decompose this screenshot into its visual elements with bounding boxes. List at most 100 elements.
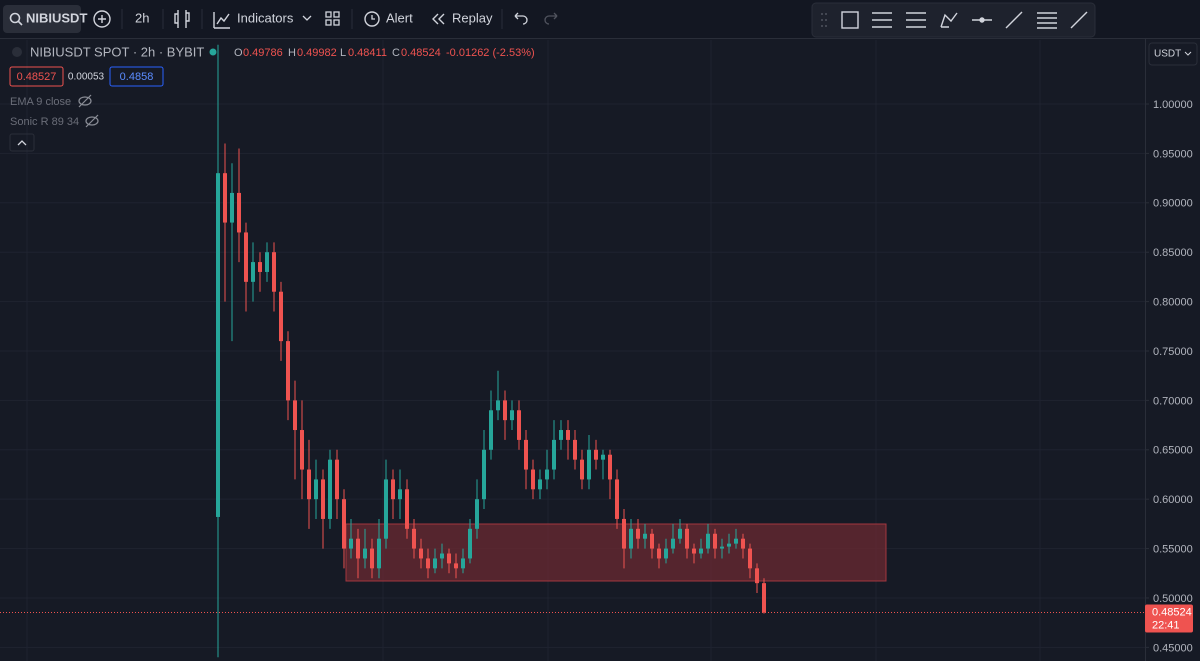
currency: USDT [1154, 49, 1181, 60]
candle-body [377, 538, 381, 569]
add-symbol[interactable] [93, 10, 111, 28]
candle-body [559, 430, 563, 440]
candle-body [398, 489, 402, 500]
replay-icon[interactable] [432, 13, 445, 25]
replay-button[interactable]: Replay [452, 10, 493, 25]
ray-tool[interactable] [1070, 11, 1088, 29]
candle-body [699, 548, 703, 554]
indicators-button[interactable]: Indicators [237, 10, 294, 25]
last-price: 0.48524 [1152, 606, 1192, 618]
search-icon [17, 20, 23, 26]
hidden-icon[interactable] [78, 94, 92, 108]
chart-type-icon[interactable] [174, 10, 190, 28]
ohlc-label: L [340, 47, 346, 59]
redo[interactable] [544, 12, 558, 25]
candle-body [636, 528, 640, 539]
collapse-button[interactable] [9, 133, 35, 152]
candle-body [587, 449, 591, 480]
drag-handle[interactable] [821, 13, 827, 27]
candle-body [230, 192, 234, 223]
bid-box[interactable] [9, 66, 64, 87]
symbol: NIBIUSDT [26, 10, 87, 25]
search-icon [9, 12, 21, 24]
candle-body [629, 528, 633, 549]
y-tick-label: 1.00000 [1153, 99, 1193, 111]
candle-body [216, 173, 220, 517]
candle-body [426, 558, 430, 569]
candle-body [510, 410, 514, 421]
candle-body [412, 528, 416, 549]
candle-body [671, 538, 675, 549]
candle-body [433, 558, 437, 569]
y-tick-label: 0.75000 [1153, 346, 1193, 358]
indicators-icon[interactable] [213, 12, 230, 29]
market-status [209, 48, 217, 56]
candle-body [293, 400, 297, 431]
indicator-label[interactable]: Sonic R 89 34 [10, 116, 79, 128]
dropdown-icon[interactable] [302, 15, 312, 21]
candle-body [741, 538, 745, 549]
layouts-icon[interactable] [325, 11, 340, 26]
alert-icon[interactable] [364, 11, 380, 27]
change: -0.01262 (-2.53%) [446, 47, 535, 59]
rectangle-tool[interactable] [841, 11, 859, 29]
alert-icon [371, 15, 375, 20]
candle-body [356, 538, 360, 559]
legend-title: NIBIUSDT SPOT · 2h · BYBIT [30, 44, 204, 59]
y-tick-label: 0.50000 [1153, 593, 1193, 605]
y-tick-label: 0.80000 [1153, 297, 1193, 309]
candle-body [251, 262, 255, 282]
countdown: 22:41 [1152, 619, 1180, 631]
parallel-channel-tool[interactable] [872, 12, 892, 28]
indicator-label[interactable]: EMA 9 close [10, 96, 71, 108]
candle-body [328, 459, 332, 519]
y-tick-label: 0.85000 [1153, 247, 1193, 259]
lines-tool[interactable] [1037, 12, 1057, 29]
y-tick-label: 0.65000 [1153, 445, 1193, 457]
candle-body [391, 479, 395, 500]
candle-body [468, 528, 472, 559]
candle-body [258, 262, 262, 272]
candle-body [643, 533, 647, 539]
y-tick-label: 0.70000 [1153, 395, 1193, 407]
ask-box[interactable] [109, 66, 164, 87]
drawing-toolbar [811, 2, 1096, 38]
y-tick-label: 0.55000 [1153, 543, 1193, 555]
fib-tool[interactable] [906, 12, 926, 28]
ohlc-value: 0.48524 [401, 47, 441, 59]
pattern-tool[interactable] [940, 12, 958, 28]
candle-body [552, 439, 556, 470]
candle-body [720, 546, 724, 549]
symbol-button[interactable] [3, 5, 81, 33]
currency-button[interactable] [1148, 42, 1198, 66]
candle-body [517, 410, 521, 440]
y-tick-label: 0.90000 [1153, 198, 1193, 210]
candle-body [608, 454, 612, 480]
spread: 0.00053 [68, 72, 105, 83]
candle-body [286, 341, 290, 401]
candle-body [734, 538, 738, 544]
candle-body [489, 410, 493, 450]
candle-body [363, 548, 367, 559]
candle-body [461, 558, 465, 569]
candle-body [300, 430, 304, 470]
candle-body [657, 548, 661, 559]
zone-rectangle[interactable] [345, 523, 887, 582]
candle-body [762, 583, 766, 613]
candle-body [650, 533, 654, 549]
ohlc-value: 0.49786 [243, 47, 283, 59]
undo[interactable] [514, 12, 528, 25]
candle-body [496, 400, 500, 411]
candle-body [419, 548, 423, 559]
candle-body [335, 459, 339, 500]
alert-button[interactable]: Alert [386, 10, 413, 25]
candle-body [755, 568, 759, 584]
trend-line-tool[interactable] [1005, 11, 1023, 29]
candle-body [706, 533, 710, 549]
interval[interactable]: 2h [135, 10, 149, 25]
hidden-icon[interactable] [85, 114, 99, 128]
ohlc-label: C [392, 47, 400, 59]
